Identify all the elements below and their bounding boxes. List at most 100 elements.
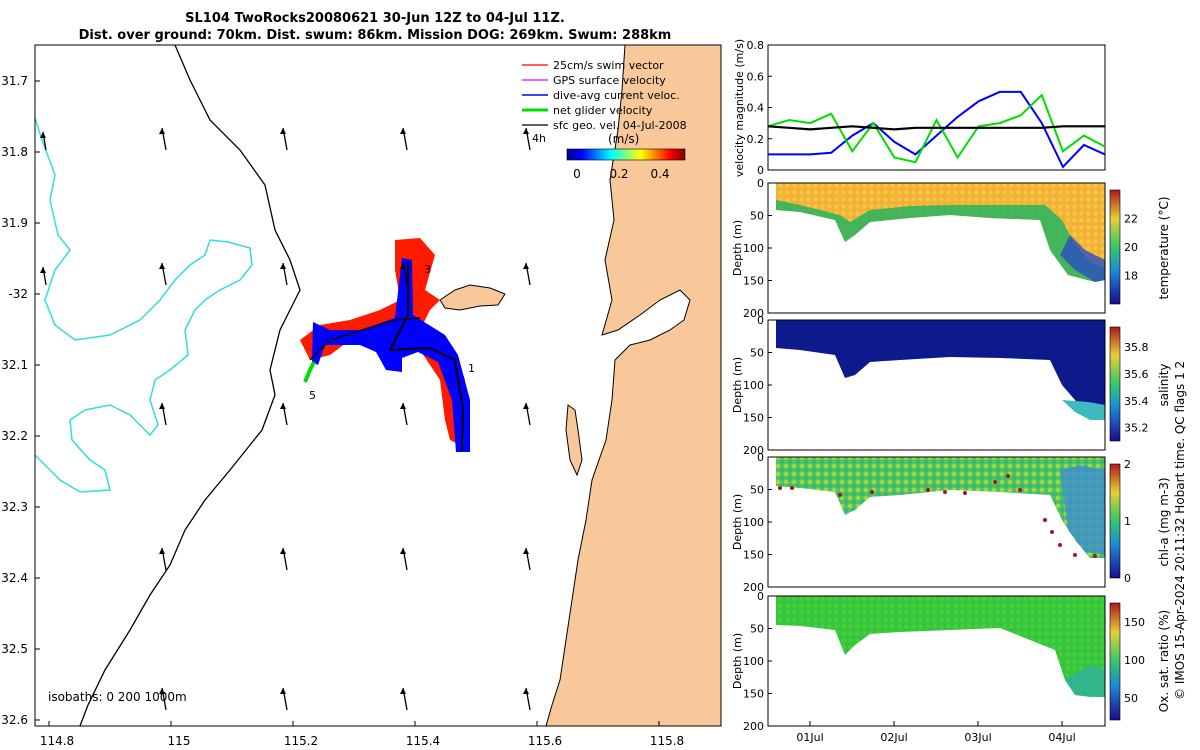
time-tick-label: 01Jul xyxy=(796,731,823,744)
depth-tick-label: 50 xyxy=(750,484,764,497)
depth-tick-label: 200 xyxy=(743,444,764,457)
depth-tick-label: 100 xyxy=(743,516,764,529)
geo-arrowhead xyxy=(523,548,529,554)
lon-tick-label: 115.6 xyxy=(528,734,562,748)
geo-arrowhead xyxy=(400,263,406,269)
chla-colorbar xyxy=(1109,463,1121,579)
geo-arrowhead xyxy=(523,688,529,694)
time-tick-label: 04Jul xyxy=(1048,731,1075,744)
current-vectors xyxy=(312,258,470,452)
velocity-yticks: 0 0.2 0.4 0.6 0.8 xyxy=(747,39,772,177)
cbar-label: temperature (°C) xyxy=(1157,197,1171,300)
glider-track xyxy=(300,238,470,452)
velocity-axes xyxy=(767,44,1106,171)
cbar-tick-label: 100 xyxy=(1124,654,1145,667)
chla-panel xyxy=(767,456,1121,588)
time-tick-label: 02Jul xyxy=(880,731,907,744)
temperature-panel xyxy=(767,182,1121,314)
depth-tick-label: 50 xyxy=(750,210,764,223)
legend-gps: GPS surface velocity xyxy=(553,74,666,87)
temp-cold-pool xyxy=(1060,235,1105,282)
chla-low-patch xyxy=(1060,465,1105,555)
cbar-tick-label: 20 xyxy=(1124,241,1138,254)
velocity-ylabel: velocity magnitude (m/s) xyxy=(733,39,746,177)
track-line xyxy=(388,262,465,451)
velocity-series xyxy=(767,90,1106,169)
geo-arrowhead xyxy=(40,132,46,138)
depth-tick-label: 200 xyxy=(743,307,764,320)
cbar-tick-label: 1 xyxy=(1124,515,1131,528)
cbar-tick-label: 35.6 xyxy=(1124,368,1149,381)
geo-arrowhead xyxy=(400,403,406,409)
geo-arrowhead xyxy=(159,688,165,694)
lon-tick-label: 115.8 xyxy=(650,734,684,748)
depth-tick-label: 0 xyxy=(757,314,764,327)
geo-arrowhead xyxy=(523,128,529,134)
cbar-tick-0: 0 xyxy=(573,167,581,181)
map-lon-ticks: 114.8 115 115.2 115.4 115.6 115.8 xyxy=(40,721,684,748)
cbar-tick-label: 35.4 xyxy=(1124,395,1149,408)
depth-tick-label: 50 xyxy=(750,623,764,636)
vel-tick-label: 0.6 xyxy=(747,70,765,83)
geo-arrowhead xyxy=(280,128,286,134)
cbar-label: Ox. sat. ratio (%) xyxy=(1157,610,1171,712)
cbar-tick-label: 0 xyxy=(1124,572,1131,585)
depth-tick-label: 200 xyxy=(743,581,764,594)
depth-tick-label: 200 xyxy=(743,720,764,733)
oxygen-panel xyxy=(767,595,1121,727)
cbar-tick-label: 18 xyxy=(1124,270,1138,283)
depth-tick-label: 150 xyxy=(743,412,764,425)
sal-patch xyxy=(1062,400,1105,420)
velocity-series-line xyxy=(767,93,1106,164)
waypoint-5: 5 xyxy=(309,389,316,402)
lat-tick-label: 31.7 xyxy=(1,74,28,88)
depth-tick-label: 150 xyxy=(743,549,764,562)
map-panel: 3 1 5 31.7 31.8 31.9 -32 32.1 32.2 32.3 32.4 32.… xyxy=(1,44,722,748)
lat-tick-label: 32.3 xyxy=(1,500,28,514)
legend-geo: sfc geo. vel. 04-Jul-2008 xyxy=(553,119,687,132)
lat-tick-label: 32.6 xyxy=(1,713,28,727)
sal-colorbar xyxy=(1109,326,1121,442)
time-axis: 01Jul 02Jul 03Jul 04Jul xyxy=(796,721,1076,744)
legend-swim: 25cm/s swim vector xyxy=(553,59,664,72)
geo-arrowhead xyxy=(400,688,406,694)
depth-tick-label: 100 xyxy=(743,379,764,392)
cbar-tick-label: 35.8 xyxy=(1124,341,1149,354)
isobath-200m xyxy=(79,44,301,727)
lat-tick-label: 32.2 xyxy=(1,429,28,443)
depth-ylabel: Depth (m) xyxy=(731,220,744,276)
lon-tick-label: 115 xyxy=(168,734,191,748)
depth-tick-label: 150 xyxy=(743,275,764,288)
cbar-tick-label: 150 xyxy=(1124,616,1145,629)
lat-tick-label: -32 xyxy=(8,287,28,301)
chla-fill xyxy=(776,457,1105,558)
geo-arrowhead xyxy=(523,403,529,409)
geo-arrowhead xyxy=(280,548,286,554)
geo-arrowhead xyxy=(280,403,286,409)
garden-island xyxy=(565,404,583,477)
geo-arrowhead xyxy=(159,128,165,134)
velocity-series-line xyxy=(768,90,1106,169)
cbar-tick-label: 22 xyxy=(1124,213,1138,226)
lon-tick-label: 115.4 xyxy=(406,734,440,748)
depth-tick-label: 0 xyxy=(757,590,764,603)
cbar-label: salinity xyxy=(1157,363,1171,406)
oxy-patch xyxy=(1065,665,1105,697)
colorbar-title: (m/s) xyxy=(608,132,639,146)
geo-arrowhead xyxy=(280,688,286,694)
map-frame xyxy=(34,44,722,727)
depth-tick-label: 150 xyxy=(743,688,764,701)
time-tick-label: 03Jul xyxy=(964,731,991,744)
vel-tick-label: 0.8 xyxy=(747,39,765,52)
geo-arrowhead xyxy=(40,267,46,273)
depth-tick-label: 0 xyxy=(757,451,764,464)
title-line2: Dist. over ground: 70km. Dist. swum: 86k… xyxy=(79,28,672,43)
swim-vectors xyxy=(300,238,465,445)
legend-current: dive-avg current veloc. xyxy=(553,89,680,102)
island xyxy=(439,284,506,311)
lat-tick-label: 32.5 xyxy=(1,642,28,656)
geo-arrowhead xyxy=(159,403,165,409)
velocity-colorbar xyxy=(566,148,686,161)
cbar-tick-2: 0.4 xyxy=(650,167,669,181)
